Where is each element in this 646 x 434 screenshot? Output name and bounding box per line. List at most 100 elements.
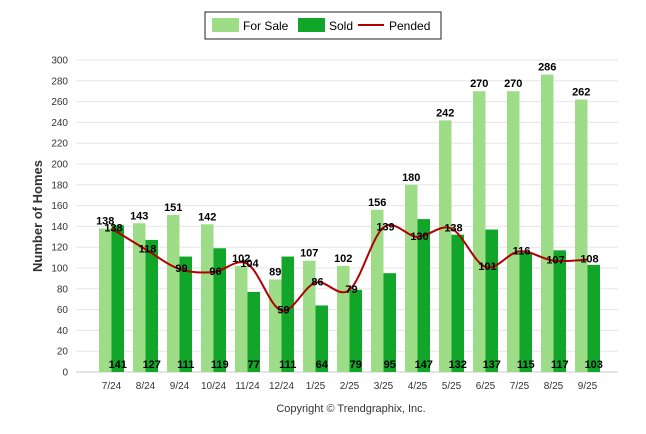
- bar-sold: [281, 256, 294, 372]
- legend-swatch-for-sale: [212, 18, 239, 32]
- data-label-pended: 101: [478, 261, 496, 273]
- y-tick-labels: 0 20 40 60 80 100 120 140 160 180 200 220 240 260 280 3…: [51, 56, 68, 379]
- bar-sold: [349, 289, 362, 372]
- data-label-pended: 118: [139, 243, 157, 255]
- x-tick-labels: 7/24 8/24 9/24 10/24 11/24 12/24 1/25 2/25 3/25 4…: [102, 381, 598, 392]
- bar-for-sale: [405, 184, 418, 372]
- bar-sold: [587, 264, 600, 372]
- data-label-pended: 79: [345, 284, 357, 296]
- data-label-for-sale: 142: [198, 211, 216, 223]
- x-tick-label: 7/25: [510, 381, 530, 392]
- y-tick-label: 60: [57, 305, 69, 316]
- x-tick-label: 8/24: [136, 381, 156, 392]
- y-tick-label: 220: [51, 139, 68, 150]
- bar-for-sale: [201, 224, 214, 372]
- data-label-for-sale: 102: [232, 253, 250, 265]
- data-label-pended: 86: [311, 277, 323, 289]
- bar-sold: [315, 305, 328, 372]
- bar-for-sale: [235, 265, 248, 372]
- bar-sold: [213, 248, 226, 372]
- legend-label-for-sale: For Sale: [243, 19, 289, 33]
- bar-for-sale: [133, 223, 146, 372]
- data-label-sold: 103: [585, 359, 603, 371]
- pended-line: [110, 224, 588, 312]
- bars: [99, 74, 600, 373]
- bar-sold: [111, 225, 124, 372]
- data-label-for-sale: 89: [269, 266, 281, 278]
- legend-swatch-sold: [298, 18, 325, 32]
- bar-sold: [485, 229, 498, 372]
- data-label-for-sale: 270: [470, 78, 488, 90]
- bar-for-sale: [99, 228, 112, 372]
- bar-sold: [145, 239, 158, 372]
- data-label-sold: 119: [211, 359, 229, 371]
- data-label-sold: 137: [483, 359, 501, 371]
- y-tick-label: 260: [51, 97, 68, 108]
- data-label-pended: 116: [513, 245, 531, 257]
- x-tick-label: 9/25: [578, 381, 598, 392]
- legend-label-sold: Sold: [329, 19, 353, 33]
- y-tick-label: 20: [57, 347, 69, 358]
- data-label-sold: 79: [350, 359, 362, 371]
- data-label-for-sale: 286: [538, 62, 556, 74]
- bar-for-sale: [303, 260, 316, 372]
- x-tick-label: 4/25: [408, 381, 428, 392]
- y-tick-label: 180: [51, 180, 68, 191]
- x-tick-label: 10/24: [201, 381, 226, 392]
- data-label-sold: 64: [316, 359, 329, 371]
- x-tick-label: 3/25: [374, 381, 394, 392]
- bar-sold: [247, 291, 260, 372]
- bar-for-sale: [167, 214, 180, 372]
- legend-label-pended: Pended: [389, 19, 430, 33]
- data-label-pended: 138: [444, 222, 462, 234]
- bar-sold: [519, 252, 532, 372]
- data-label-sold: 141: [109, 359, 127, 371]
- data-label-sold: 111: [279, 359, 296, 371]
- x-tick-label: 8/25: [544, 381, 564, 392]
- bar-for-sale: [541, 74, 554, 372]
- pended-line-group: [110, 224, 588, 312]
- y-tick-label: 120: [51, 243, 68, 254]
- bar-sold: [553, 250, 566, 372]
- data-label-for-sale: 242: [436, 107, 454, 119]
- bar-for-sale: [337, 265, 350, 372]
- x-tick-label: 12/24: [269, 381, 294, 392]
- y-tick-label: 80: [57, 284, 69, 295]
- data-label-sold: 111: [177, 359, 194, 371]
- data-label-sold: 147: [415, 359, 433, 371]
- data-label-sold: 117: [551, 359, 569, 371]
- bar-sold: [179, 256, 192, 372]
- y-tick-label: 0: [62, 368, 68, 379]
- data-label-for-sale: 262: [572, 87, 590, 99]
- data-label-sold: 77: [248, 359, 260, 371]
- y-tick-label: 140: [51, 222, 68, 233]
- legend: For Sale Sold Pended: [204, 11, 442, 40]
- y-tick-label: 160: [51, 201, 68, 212]
- data-label-sold: 127: [143, 359, 161, 371]
- data-label-for-sale: 138: [96, 215, 114, 227]
- data-label-pended: 99: [175, 263, 187, 275]
- data-label-pended: 138: [104, 222, 122, 234]
- data-label-for-sale: 102: [334, 253, 352, 265]
- bar-sold: [417, 219, 430, 372]
- data-label-pended: 96: [209, 266, 221, 278]
- bar-for-sale: [575, 99, 588, 373]
- data-label-sold: 132: [449, 359, 467, 371]
- x-tick-label: 11/24: [235, 381, 260, 392]
- data-label-for-sale: 143: [130, 210, 148, 222]
- data-label-for-sale: 107: [300, 248, 318, 260]
- data-label-for-sale: 180: [402, 172, 420, 184]
- bar-for-sale: [473, 91, 486, 372]
- x-tick-label: 6/25: [476, 381, 496, 392]
- x-tick-label: 1/25: [306, 381, 326, 392]
- data-label-sold: 95: [384, 359, 396, 371]
- copyright-text: Copyright © Trendgraphix, Inc.: [276, 403, 425, 415]
- x-tick-label: 9/24: [170, 381, 190, 392]
- bar-for-sale: [439, 120, 452, 372]
- data-label-for-sale: 270: [504, 78, 522, 90]
- y-tick-label: 100: [51, 264, 68, 275]
- data-label-sold: 115: [517, 359, 535, 371]
- bar-for-sale: [507, 91, 520, 372]
